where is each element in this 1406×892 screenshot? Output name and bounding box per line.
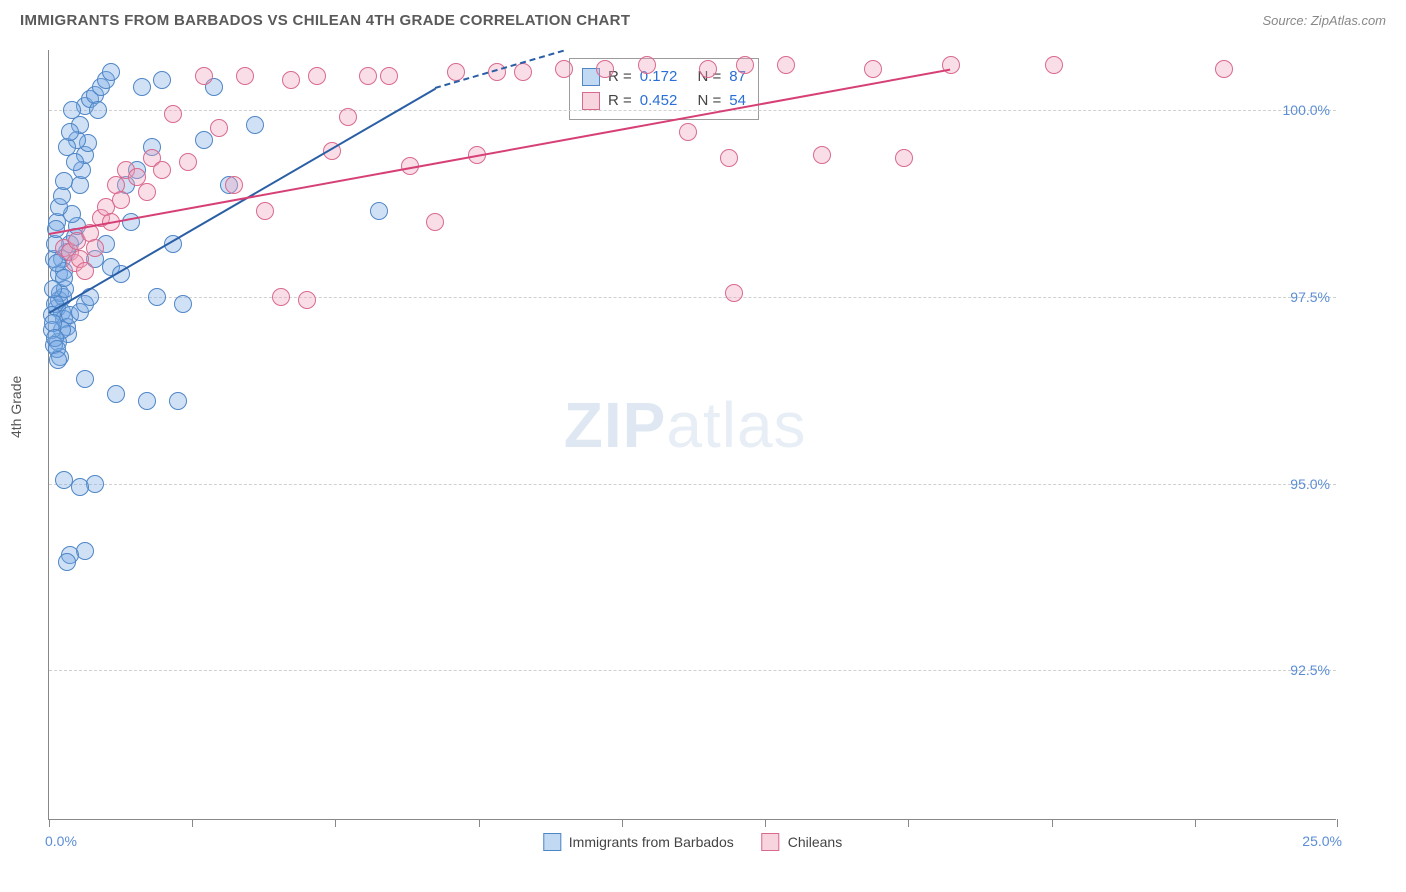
scatter-point [210, 119, 228, 137]
y-tick-label: 92.5% [1290, 662, 1330, 678]
gridline [49, 297, 1336, 298]
chart-header: IMMIGRANTS FROM BARBADOS VS CHILEAN 4TH … [0, 0, 1406, 37]
scatter-point [44, 280, 62, 298]
scatter-point [339, 108, 357, 126]
scatter-point [864, 60, 882, 78]
swatch-blue-icon [543, 833, 561, 851]
scatter-point [89, 101, 107, 119]
scatter-point [236, 67, 254, 85]
scatter-point [272, 288, 290, 306]
watermark: ZIPatlas [564, 388, 807, 462]
scatter-point [76, 262, 94, 280]
gridline [49, 484, 1336, 485]
scatter-point [107, 385, 125, 403]
x-tick [622, 819, 623, 827]
scatter-point [76, 370, 94, 388]
x-tick [479, 819, 480, 827]
y-tick-label: 100.0% [1283, 102, 1330, 118]
scatter-point [71, 478, 89, 496]
scatter-point [1045, 56, 1063, 74]
scatter-point [638, 56, 656, 74]
x-tick [908, 819, 909, 827]
legend-label: Chileans [788, 834, 842, 850]
scatter-point [138, 392, 156, 410]
scatter-point [63, 101, 81, 119]
y-tick-label: 95.0% [1290, 476, 1330, 492]
plot-area: ZIPatlas R = 0.172 N = 87 R = 0.452 N = … [48, 50, 1336, 820]
scatter-point [138, 183, 156, 201]
scatter-point [153, 71, 171, 89]
scatter-point [195, 67, 213, 85]
scatter-point [380, 67, 398, 85]
legend-item-blue: Immigrants from Barbados [543, 833, 734, 851]
scatter-point [76, 542, 94, 560]
scatter-point [813, 146, 831, 164]
scatter-point [895, 149, 913, 167]
scatter-point [308, 67, 326, 85]
x-tick [1195, 819, 1196, 827]
scatter-point [246, 116, 264, 134]
x-axis-max-label: 25.0% [1302, 833, 1342, 849]
scatter-point [514, 63, 532, 81]
scatter-point [153, 161, 171, 179]
scatter-point [86, 239, 104, 257]
x-tick [1052, 819, 1053, 827]
scatter-point [86, 475, 104, 493]
x-tick [1337, 819, 1338, 827]
y-tick-label: 97.5% [1290, 289, 1330, 305]
x-tick [192, 819, 193, 827]
gridline [49, 670, 1336, 671]
scatter-point [699, 60, 717, 78]
scatter-point [596, 60, 614, 78]
scatter-point [112, 191, 130, 209]
scatter-point [102, 63, 120, 81]
scatter-point [298, 291, 316, 309]
x-axis-min-label: 0.0% [45, 833, 77, 849]
scatter-point [679, 123, 697, 141]
x-tick [765, 819, 766, 827]
scatter-point [720, 149, 738, 167]
scatter-point [225, 176, 243, 194]
y-axis-label: 4th Grade [8, 376, 24, 438]
scatter-point [148, 288, 166, 306]
x-tick [49, 819, 50, 827]
scatter-point [49, 351, 67, 369]
scatter-point [195, 131, 213, 149]
x-tick [335, 819, 336, 827]
scatter-point [169, 392, 187, 410]
swatch-pink-icon [762, 833, 780, 851]
scatter-point [179, 153, 197, 171]
gridline [49, 110, 1336, 111]
chart-title: IMMIGRANTS FROM BARBADOS VS CHILEAN 4TH … [20, 12, 630, 29]
legend-item-pink: Chileans [762, 833, 842, 851]
legend-label: Immigrants from Barbados [569, 834, 734, 850]
scatter-point [736, 56, 754, 74]
scatter-point [359, 67, 377, 85]
scatter-point [777, 56, 795, 74]
scatter-point [370, 202, 388, 220]
bottom-legend: Immigrants from Barbados Chileans [543, 833, 842, 851]
scatter-point [282, 71, 300, 89]
scatter-point [55, 172, 73, 190]
scatter-point [256, 202, 274, 220]
scatter-point [725, 284, 743, 302]
scatter-point [61, 123, 79, 141]
scatter-point [174, 295, 192, 313]
scatter-point [555, 60, 573, 78]
scatter-point [133, 78, 151, 96]
scatter-point [55, 471, 73, 489]
scatter-point [164, 105, 182, 123]
swatch-pink-icon [582, 92, 600, 110]
chart-source: Source: ZipAtlas.com [1262, 13, 1386, 28]
scatter-point [1215, 60, 1233, 78]
scatter-point [426, 213, 444, 231]
scatter-point [58, 553, 76, 571]
